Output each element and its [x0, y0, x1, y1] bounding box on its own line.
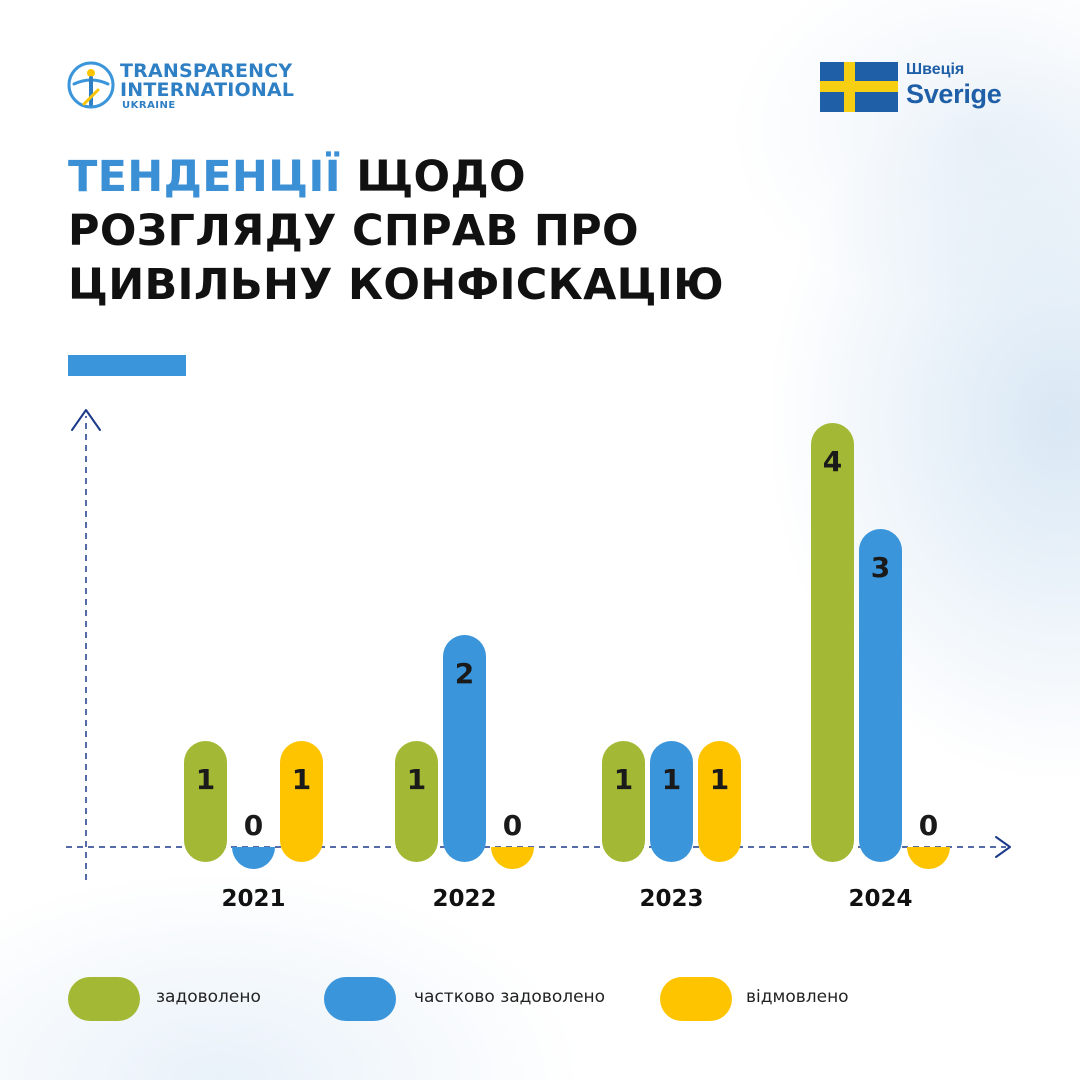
- chart-category-labels: 2021 2022 2023 2024: [221, 886, 912, 912]
- bar-2021-1: [232, 847, 275, 869]
- logo-line-international: INTERNATIONAL: [120, 79, 295, 101]
- legend-swatch-0: [68, 977, 140, 1021]
- title-line3: ЦИВІЛЬНУ КОНФІСКАЦІЮ: [68, 260, 724, 310]
- bar-2022-1: [443, 635, 486, 862]
- value-label-2024-1: 3: [871, 551, 890, 584]
- bar-2023-1: [650, 741, 693, 862]
- transparency-international-logo: TRANSPARENCY INTERNATIONAL UKRAINE: [66, 58, 296, 118]
- bar-2023-2: [698, 741, 741, 862]
- sweden-name-swedish: Sverige: [906, 79, 1002, 109]
- title-accent-word: ТЕНДЕНЦІЇ: [68, 152, 341, 202]
- legend-label-2: відмовлено: [746, 987, 849, 1007]
- bar-2022-0: [395, 741, 438, 862]
- value-label-2024-2: 0: [919, 809, 938, 842]
- category-label-2022: 2022: [432, 886, 496, 912]
- value-label-2022-2: 0: [503, 809, 522, 842]
- bar-2021-0: [184, 741, 227, 862]
- bar-2022-2: [491, 847, 534, 869]
- ti-figure-icon: [67, 61, 115, 109]
- title-accent-bar: [68, 355, 186, 376]
- title-line2: РОЗГЛЯДУ СПРАВ ПРО: [68, 206, 639, 256]
- value-label-2021-0: 1: [196, 763, 215, 796]
- bar-2024-2: [907, 847, 950, 869]
- value-label-2021-2: 1: [292, 763, 311, 796]
- bar-2023-0: [602, 741, 645, 862]
- value-label-2022-0: 1: [407, 763, 426, 796]
- value-label-2024-0: 4: [823, 445, 842, 478]
- page-title: ТЕНДЕНЦІЇ ЩОДО РОЗГЛЯДУ СПРАВ ПРО ЦИВІЛЬ…: [68, 150, 724, 312]
- value-label-2021-1: 0: [244, 809, 263, 842]
- swedish-flag-icon: [820, 62, 898, 112]
- bar-2024-0: [811, 423, 854, 862]
- legend-label-0: задоволено: [156, 987, 261, 1007]
- category-label-2021: 2021: [221, 886, 285, 912]
- logo-line-transparency: TRANSPARENCY: [120, 60, 293, 82]
- title-line1-rest: ЩОДО: [340, 152, 526, 202]
- value-label-2022-1: 2: [455, 657, 474, 690]
- sweden-logo: Швеція Sverige: [820, 61, 1020, 122]
- y-axis-arrow-icon: [71, 409, 101, 431]
- logo-line-ukraine: UKRAINE: [122, 100, 176, 111]
- legend-label-1: частково задоволено: [414, 987, 606, 1007]
- bar-2024-1: [859, 529, 902, 862]
- sweden-name-ukrainian: Швеція: [906, 61, 965, 78]
- bar-2021-2: [280, 741, 323, 862]
- chart-bars: [184, 423, 950, 869]
- x-axis-arrow-icon: [995, 836, 1011, 858]
- category-label-2024: 2024: [848, 886, 912, 912]
- value-label-2023-2: 1: [710, 763, 729, 796]
- legend-swatch-1: [324, 977, 396, 1021]
- value-label-2023-1: 1: [662, 763, 681, 796]
- category-label-2023: 2023: [639, 886, 703, 912]
- legend-swatch-2: [660, 977, 732, 1021]
- value-label-2023-0: 1: [614, 763, 633, 796]
